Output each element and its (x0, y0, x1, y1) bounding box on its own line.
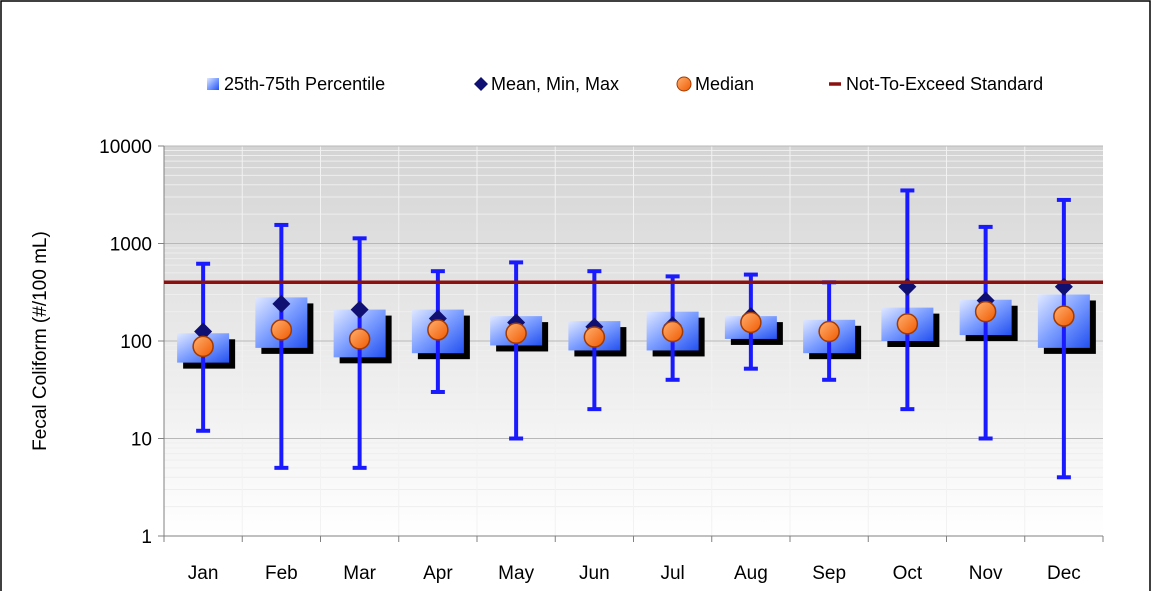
x-tick-label-oct: Oct (893, 563, 923, 584)
x-tick-label-nov: Nov (969, 563, 1003, 584)
median-marker-may (505, 322, 527, 345)
legend: 25th-75th Percentile Mean, Min, Max Median… (207, 74, 1043, 94)
median-marker-mar (348, 328, 371, 350)
x-tick-label-aug: Aug (734, 563, 768, 584)
mean-marker-jan (194, 322, 213, 341)
mean-marker-mar (350, 300, 369, 319)
legend-diamond-symbol (474, 77, 488, 91)
y-tick-label: 1 (141, 527, 152, 548)
x-tick-label-apr: Apr (423, 563, 453, 584)
y-tick-label: 10000 (99, 137, 152, 158)
legend-label-diamond: Mean, Min, Max (491, 74, 619, 94)
legend-label-box: 25th-75th Percentile (224, 74, 385, 94)
median-marker-aug (740, 311, 762, 334)
data-marks (164, 188, 1103, 480)
axes: 1 10 100 1000 10000 Jan Feb Mar Apr May Jun Jul Aug S… (99, 137, 1104, 584)
y-tick-label: 100 (120, 332, 152, 353)
mean-marker-feb (272, 294, 291, 313)
x-tick-label-mar: Mar (343, 563, 376, 584)
median-marker-jan (192, 335, 214, 358)
median-marker-apr (427, 319, 449, 341)
x-tick-label-may: May (498, 563, 534, 584)
x-tick-label-jan: Jan (188, 563, 219, 584)
legend-label-circle: Median (695, 74, 754, 94)
legend-label-line: Not-To-Exceed Standard (846, 74, 1043, 94)
y-tick-label: 1000 (110, 235, 152, 256)
median-marker-feb (270, 319, 293, 341)
y-tick-label: 10 (131, 430, 152, 451)
x-tick-label-dec: Dec (1047, 563, 1081, 584)
median-marker-jul (661, 320, 684, 343)
x-tick-label-sep: Sep (812, 563, 846, 584)
x-tick-label-jun: Jun (579, 563, 610, 584)
y-axis-title: Fecal Coliform (#/100 mL) (30, 231, 51, 451)
legend-circle-symbol (676, 76, 692, 92)
legend-box-symbol (207, 78, 219, 90)
median-marker-sep (818, 320, 840, 343)
x-tick-label-jul: Jul (660, 563, 684, 584)
median-marker-dec (1053, 305, 1075, 327)
x-tick-label-feb: Feb (265, 563, 298, 584)
median-marker-nov (974, 300, 997, 323)
median-marker-jun (583, 326, 606, 348)
median-marker-oct (896, 313, 919, 335)
